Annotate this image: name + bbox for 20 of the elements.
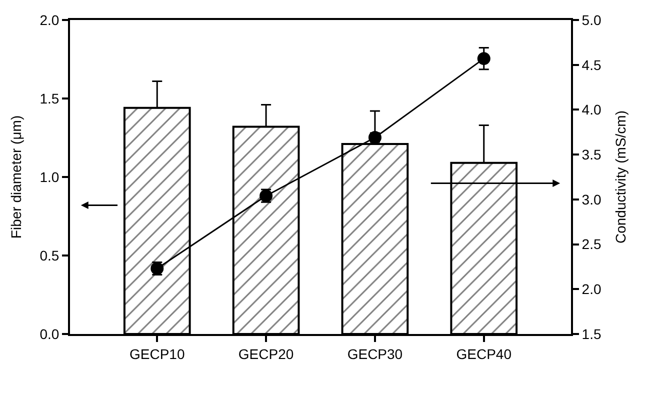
y2-tick-label: 4.0 bbox=[582, 102, 602, 118]
x-tick-label: GECP40 bbox=[456, 346, 512, 362]
y2-tick-label: 4.5 bbox=[582, 56, 602, 73]
y-tick-label: 0.5 bbox=[40, 247, 60, 264]
x-tick-label: GECP20 bbox=[238, 346, 294, 362]
y-tick-label: 1.5 bbox=[40, 90, 60, 106]
y-tick-label: 0.0 bbox=[40, 326, 60, 342]
y2-tick-label: 2.5 bbox=[582, 236, 602, 252]
point bbox=[477, 52, 490, 66]
y-tick-label: 1.0 bbox=[40, 168, 60, 185]
y2-tick-label: 1.5 bbox=[582, 326, 602, 342]
x-tick-label: GECP10 bbox=[130, 346, 185, 362]
y2-tick-label: 3.5 bbox=[582, 146, 602, 162]
y2-tick-label: 2.0 bbox=[582, 281, 602, 298]
y2-tick-label: 5.0 bbox=[582, 12, 602, 28]
y-axis-title: Fiber diameter (μm) bbox=[8, 115, 24, 239]
x-tick-label: GECP30 bbox=[347, 346, 403, 362]
y2-tick-label: 3.0 bbox=[582, 191, 602, 208]
y-tick-label: 2.0 bbox=[40, 12, 60, 28]
y2-axis-title: Conductivity (mS/cm) bbox=[612, 110, 628, 244]
